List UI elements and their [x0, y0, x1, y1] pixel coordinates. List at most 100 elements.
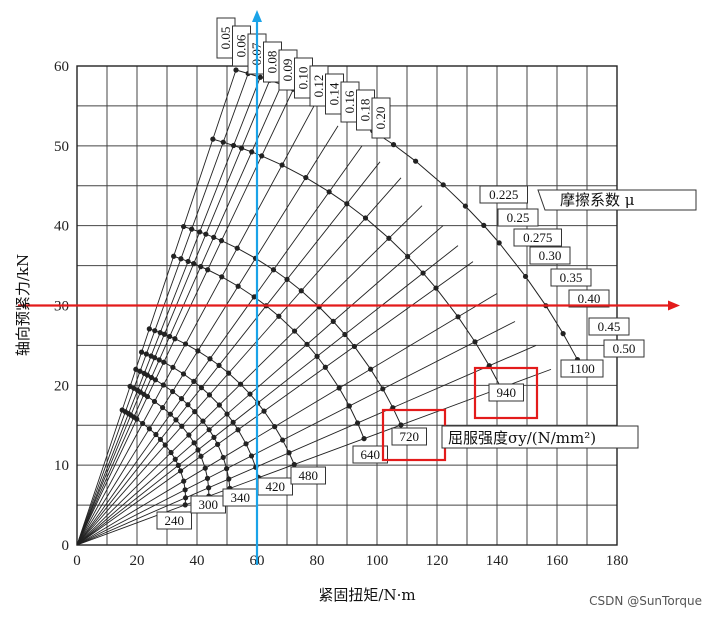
yield-point — [330, 318, 336, 325]
yield-label: 1100 — [560, 359, 604, 378]
svg-text:0.14: 0.14 — [327, 82, 342, 105]
y-tick-label: 50 — [54, 139, 69, 155]
mu-line — [76, 81, 270, 546]
yield-point — [153, 431, 159, 438]
svg-text:0.05: 0.05 — [218, 27, 233, 50]
svg-text:1100: 1100 — [569, 361, 595, 376]
mu-label: 0.12 — [309, 65, 329, 107]
yield-point — [168, 449, 174, 456]
yield-point — [207, 356, 213, 362]
yield-point — [440, 182, 446, 188]
yield-point — [398, 422, 404, 428]
x-tick-label: 80 — [310, 553, 325, 569]
x-tick-label: 100 — [366, 553, 389, 569]
yield-point — [205, 267, 211, 273]
yield-point — [276, 313, 282, 319]
svg-text:300: 300 — [199, 497, 219, 512]
yield-point — [178, 256, 184, 262]
watermark: CSDN @SunTorque — [589, 594, 702, 608]
yield-point — [326, 189, 332, 195]
yield-point — [203, 231, 209, 237]
mu-label: 0.45 — [588, 317, 630, 336]
yield-point — [233, 67, 239, 73]
x-tick-label: 140 — [486, 553, 509, 569]
yield-point — [140, 420, 146, 427]
x-axis-title: 紧固扭矩/N·m — [318, 586, 415, 604]
yield-point — [173, 417, 179, 423]
mu-title-group: 摩擦系数 μ — [537, 189, 697, 211]
svg-text:0.45: 0.45 — [598, 319, 621, 334]
yield-point — [206, 427, 212, 433]
yield-point — [182, 487, 188, 493]
yield-point — [344, 201, 350, 207]
yield-point — [198, 264, 204, 270]
yield-label: 240 — [156, 511, 192, 530]
yield-point — [211, 434, 217, 440]
x-tick-label: 180 — [606, 553, 629, 569]
yield-point — [455, 314, 461, 320]
yield-point — [216, 362, 222, 368]
yield-point — [172, 456, 178, 462]
svg-text:420: 420 — [266, 479, 286, 494]
y-axis-title: 轴向预紧力/kN — [14, 254, 32, 356]
yield-label: 720 — [391, 427, 427, 446]
yield-point — [146, 326, 152, 332]
yield-point — [189, 226, 195, 232]
yield-point — [185, 402, 191, 408]
mu-line — [76, 368, 552, 546]
yield-point — [496, 240, 502, 246]
yield-point — [251, 294, 257, 300]
yield-title: 屈服强度σy/(N/mm²) — [448, 429, 596, 447]
yield-point — [342, 331, 348, 338]
highlight-box-940 — [473, 366, 539, 420]
yield-point — [291, 461, 297, 468]
mu-label: 0.35 — [550, 268, 592, 287]
svg-text:340: 340 — [231, 490, 251, 505]
yield-arc — [149, 328, 295, 465]
yield-point — [248, 453, 255, 459]
yield-point — [220, 139, 226, 145]
yield-point — [230, 142, 237, 149]
svg-text:0.06: 0.06 — [234, 34, 249, 57]
mu-line — [76, 85, 282, 546]
yield-point — [156, 357, 162, 363]
mu-line — [76, 205, 423, 546]
yield-point — [304, 341, 310, 347]
svg-text:240: 240 — [165, 513, 185, 528]
yield-point — [195, 348, 201, 354]
mu-line — [76, 293, 498, 546]
yield-point — [472, 339, 478, 345]
svg-text:0.10: 0.10 — [296, 67, 311, 90]
yield-point — [204, 475, 211, 481]
mu-line — [76, 321, 516, 546]
yield-point — [226, 370, 232, 376]
yield-point — [197, 229, 203, 235]
yield-point — [151, 398, 158, 405]
y-tick-label: 20 — [54, 378, 69, 394]
yield-label: 300 — [190, 495, 226, 514]
svg-text:0.50: 0.50 — [613, 341, 636, 356]
yield-point — [413, 158, 419, 164]
yield-label: 640 — [352, 445, 388, 464]
yield-point — [179, 423, 185, 429]
yield-point — [191, 261, 197, 267]
yield-point — [181, 478, 187, 484]
mu-line — [76, 245, 459, 546]
yield-point — [198, 453, 204, 459]
yield-point — [137, 368, 143, 374]
mu-line — [76, 69, 237, 546]
yield-point — [235, 283, 241, 289]
yield-point — [171, 253, 177, 259]
yield-point — [257, 74, 263, 80]
yield-point — [161, 331, 167, 337]
yield-point — [247, 391, 253, 397]
mu-line — [76, 73, 249, 546]
svg-text:0.18: 0.18 — [358, 99, 373, 122]
yield-point — [157, 436, 164, 443]
y-tick-label: 10 — [54, 458, 69, 474]
svg-text:0.275: 0.275 — [523, 230, 552, 245]
mu-label: 0.275 — [513, 228, 562, 247]
mu-label: 0.225 — [479, 185, 528, 204]
yield-point — [380, 386, 386, 392]
yield-point — [170, 388, 176, 395]
